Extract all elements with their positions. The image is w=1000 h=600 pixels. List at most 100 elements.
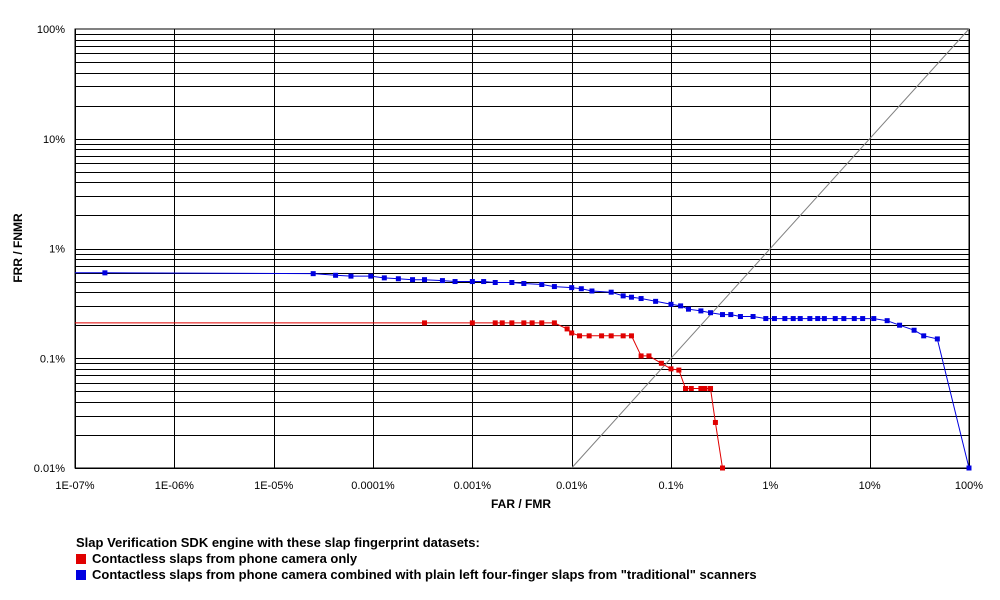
x-tick-label: 1E-05% [254, 480, 293, 492]
data-point [509, 280, 515, 286]
legend-label-blue: Contactless slaps from phone camera comb… [92, 567, 757, 582]
x-tick-label: 0.001% [454, 480, 492, 492]
x-tick-label: 0.0001% [351, 480, 395, 492]
data-point [469, 279, 475, 285]
x-tick-label: 1E-07% [55, 480, 94, 492]
data-point [683, 386, 689, 392]
y-tick-label: 10% [43, 134, 65, 146]
data-point [492, 320, 498, 326]
data-point [815, 316, 821, 322]
data-point [782, 316, 788, 322]
data-point [897, 322, 903, 328]
plot-area [74, 28, 970, 469]
data-point [620, 333, 626, 339]
data-point [539, 320, 545, 326]
legend: Slap Verification SDK engine with these … [76, 535, 757, 583]
y-axis-label: FRR / FNMR [11, 213, 25, 283]
data-point [348, 273, 354, 279]
data-point [628, 294, 634, 300]
data-point [569, 330, 575, 336]
data-point [102, 270, 108, 276]
data-point [521, 280, 527, 286]
data-point [653, 298, 659, 304]
data-point [678, 303, 684, 309]
data-point [698, 386, 704, 392]
diagonal-line [571, 28, 970, 469]
data-point [551, 320, 557, 326]
data-point [750, 314, 756, 320]
data-point [589, 288, 595, 294]
data-point [569, 285, 575, 291]
data-point [481, 279, 487, 285]
data-point [685, 306, 691, 312]
data-point [578, 286, 584, 292]
legend-title: Slap Verification SDK engine with these … [76, 535, 480, 550]
data-point [771, 316, 777, 322]
data-point [668, 366, 674, 372]
data-point [851, 316, 857, 322]
data-point [966, 465, 972, 471]
legend-item-blue: Contactless slaps from phone camera comb… [76, 567, 757, 583]
data-point [841, 316, 847, 322]
grid [74, 28, 970, 469]
data-point [452, 279, 458, 285]
data-point [712, 419, 718, 425]
data-point [577, 333, 583, 339]
data-point [395, 276, 401, 282]
x-tick-label: 100% [955, 480, 983, 492]
data-point [422, 320, 428, 326]
data-point [668, 301, 674, 307]
y-tick-label: 0.1% [40, 353, 65, 365]
data-point [763, 316, 769, 322]
data-point [410, 277, 416, 283]
series-group [75, 270, 972, 471]
data-point [509, 320, 515, 326]
data-point [708, 310, 714, 316]
data-point [492, 280, 498, 286]
y-tick-labels: 0.01% 0.1% 1% 10% 100% [34, 24, 65, 475]
data-point [676, 367, 682, 373]
data-point [708, 386, 714, 392]
x-tick-label: 1E-06% [155, 480, 194, 492]
data-point [884, 318, 890, 324]
data-point [860, 316, 866, 322]
data-point [469, 320, 475, 326]
data-point [871, 316, 877, 322]
data-point [599, 333, 605, 339]
x-tick-labels: 1E-07% 1E-06% 1E-05% 0.0001% 0.001% 0.01% 0.1%… [55, 480, 983, 492]
x-tick-label: 0.01% [556, 480, 587, 492]
data-point [821, 316, 827, 322]
data-point [620, 293, 626, 299]
data-point [422, 277, 428, 283]
x-tick-label: 0.1% [658, 480, 683, 492]
data-point [832, 316, 838, 322]
diagonal-reference-line [571, 28, 970, 469]
y-tick-label: 0.01% [34, 463, 65, 475]
data-point [310, 271, 316, 277]
data-point [368, 273, 374, 279]
data-point [658, 360, 664, 366]
data-point [564, 326, 570, 332]
data-point [539, 281, 545, 287]
data-point [521, 320, 527, 326]
data-point [688, 386, 694, 392]
data-point [720, 465, 726, 471]
data-point [921, 333, 927, 339]
y-tick-label: 100% [37, 24, 65, 36]
legend-swatch-blue [76, 570, 86, 580]
data-point [608, 289, 614, 295]
data-point [638, 353, 644, 359]
data-point [551, 284, 557, 290]
data-point [934, 336, 940, 342]
data-point [790, 316, 796, 322]
data-point [702, 386, 708, 392]
data-point [381, 275, 387, 281]
data-point [807, 316, 813, 322]
x-tick-label: 1% [762, 480, 778, 492]
data-point [499, 320, 505, 326]
legend-label-red: Contactless slaps from phone camera only [92, 551, 358, 566]
data-point [439, 278, 445, 284]
data-point [646, 353, 652, 359]
legend-swatch-red [76, 554, 86, 564]
